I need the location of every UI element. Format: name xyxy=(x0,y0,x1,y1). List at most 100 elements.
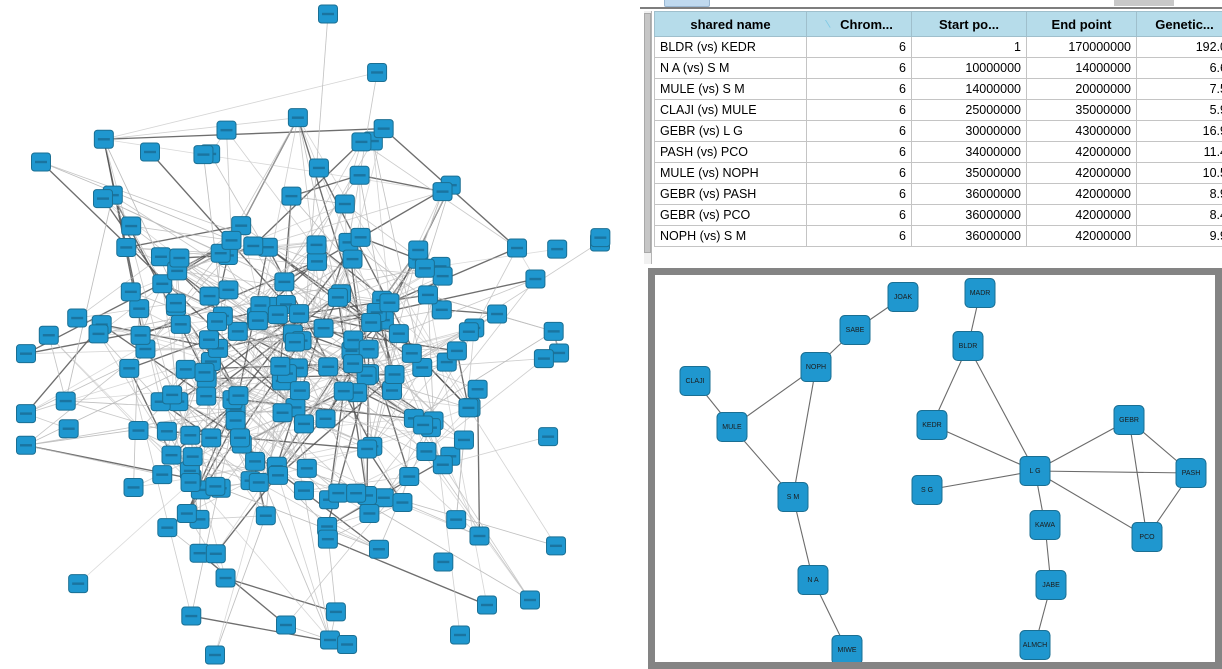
network-node[interactable] xyxy=(276,615,296,635)
cell-start-point[interactable]: 14000000 xyxy=(911,78,1027,100)
network-node[interactable] xyxy=(16,404,36,424)
cell-chromosome[interactable]: 6 xyxy=(806,141,912,163)
network-node[interactable] xyxy=(157,518,178,538)
network-node[interactable] xyxy=(16,435,36,455)
network-node[interactable] xyxy=(230,428,251,448)
network-node[interactable] xyxy=(446,510,467,530)
subnetwork-node-joak[interactable]: JOAK xyxy=(887,282,919,312)
network-node[interactable] xyxy=(296,458,317,478)
network-node[interactable] xyxy=(38,325,59,345)
network-node[interactable] xyxy=(205,476,226,496)
network-node[interactable] xyxy=(243,236,264,256)
network-node[interactable] xyxy=(408,240,429,260)
network-node[interactable] xyxy=(392,493,413,513)
network-node[interactable] xyxy=(140,142,160,162)
network-node[interactable] xyxy=(342,249,363,269)
cell-chromosome[interactable]: 6 xyxy=(806,99,912,121)
network-node[interactable] xyxy=(446,341,467,361)
network-node[interactable] xyxy=(308,158,329,178)
network-node[interactable] xyxy=(318,357,339,377)
network-node[interactable] xyxy=(453,430,474,450)
cell-start-point[interactable]: 36000000 xyxy=(911,204,1027,226)
network-node[interactable] xyxy=(458,322,479,342)
network-node[interactable] xyxy=(201,428,222,448)
network-node[interactable] xyxy=(334,194,355,214)
network-node[interactable] xyxy=(325,602,346,622)
cell-genetic[interactable]: 6.6 xyxy=(1136,57,1222,79)
network-node[interactable] xyxy=(221,230,242,250)
network-node[interactable] xyxy=(207,311,228,331)
network-node[interactable] xyxy=(412,357,433,377)
network-node[interactable] xyxy=(549,343,570,363)
network-node[interactable] xyxy=(193,145,214,165)
network-node[interactable] xyxy=(349,165,370,185)
network-node[interactable] xyxy=(216,120,237,140)
cell-shared-name[interactable]: GEBR (vs) PASH xyxy=(654,183,807,205)
network-node[interactable] xyxy=(248,472,269,492)
network-node[interactable] xyxy=(487,304,508,324)
network-node[interactable] xyxy=(293,481,314,501)
cell-genetic[interactable]: 11.4 xyxy=(1136,141,1222,163)
cell-chromosome[interactable]: 6 xyxy=(806,225,912,247)
column-header-end-point[interactable]: End point xyxy=(1026,11,1137,37)
network-node[interactable] xyxy=(120,282,141,302)
network-node[interactable] xyxy=(433,552,454,572)
network-node[interactable] xyxy=(199,286,220,306)
subnetwork-node-pco[interactable]: PCO xyxy=(1131,522,1163,552)
network-node[interactable] xyxy=(384,364,405,384)
subnetwork-node-noph[interactable]: NOPH xyxy=(800,352,832,382)
network-node[interactable] xyxy=(417,285,438,305)
network-node[interactable] xyxy=(416,441,437,461)
network-node[interactable] xyxy=(373,119,394,139)
network-node[interactable] xyxy=(55,391,76,411)
cell-shared-name[interactable]: N A (vs) S M xyxy=(654,57,807,79)
network-node[interactable] xyxy=(170,314,191,334)
network-node[interactable] xyxy=(432,182,453,202)
network-node[interactable] xyxy=(327,287,348,307)
network-node[interactable] xyxy=(88,324,109,344)
cell-start-point[interactable]: 10000000 xyxy=(911,57,1027,79)
network-node[interactable] xyxy=(520,590,540,610)
network-node[interactable] xyxy=(306,251,327,271)
subnetwork-node-sabe[interactable]: SABE xyxy=(839,315,871,345)
network-node[interactable] xyxy=(205,645,225,665)
network-node[interactable] xyxy=(382,380,403,400)
subnetwork-node-miwe[interactable]: MIWE xyxy=(831,635,863,663)
cell-end-point[interactable]: 42000000 xyxy=(1026,141,1137,163)
cell-genetic[interactable]: 7.5 xyxy=(1136,78,1222,100)
network-node[interactable] xyxy=(194,362,215,382)
cell-start-point[interactable]: 1 xyxy=(911,36,1027,58)
network-node[interactable] xyxy=(175,359,196,379)
cell-end-point[interactable]: 42000000 xyxy=(1026,162,1137,184)
cell-shared-name[interactable]: NOPH (vs) S M xyxy=(654,225,807,247)
network-node[interactable] xyxy=(590,228,611,248)
network-node[interactable] xyxy=(182,447,203,467)
network-node[interactable] xyxy=(289,381,310,401)
network-node[interactable] xyxy=(350,227,371,247)
cell-chromosome[interactable]: 6 xyxy=(806,57,912,79)
overview-network-canvas[interactable] xyxy=(0,0,640,669)
subnetwork-node-s-g[interactable]: S G xyxy=(911,475,943,505)
table-vertical-scrollbar[interactable] xyxy=(644,11,652,264)
network-node[interactable] xyxy=(467,379,488,399)
network-node[interactable] xyxy=(270,356,291,376)
network-node[interactable] xyxy=(313,318,334,338)
network-node[interactable] xyxy=(547,239,568,259)
network-node[interactable] xyxy=(274,272,295,292)
subnetwork-node-kawa[interactable]: KAWA xyxy=(1029,510,1061,540)
cell-shared-name[interactable]: CLAJI (vs) MULE xyxy=(654,99,807,121)
network-node[interactable] xyxy=(227,321,248,341)
network-node[interactable] xyxy=(119,358,140,378)
network-node[interactable] xyxy=(357,439,378,459)
cell-start-point[interactable]: 34000000 xyxy=(911,141,1027,163)
network-node[interactable] xyxy=(289,304,310,324)
network-node[interactable] xyxy=(121,216,142,236)
network-node[interactable] xyxy=(333,381,354,401)
network-node[interactable] xyxy=(388,324,409,344)
network-node[interactable] xyxy=(231,216,252,236)
network-node[interactable] xyxy=(196,386,217,406)
cell-end-point[interactable]: 42000000 xyxy=(1026,183,1137,205)
